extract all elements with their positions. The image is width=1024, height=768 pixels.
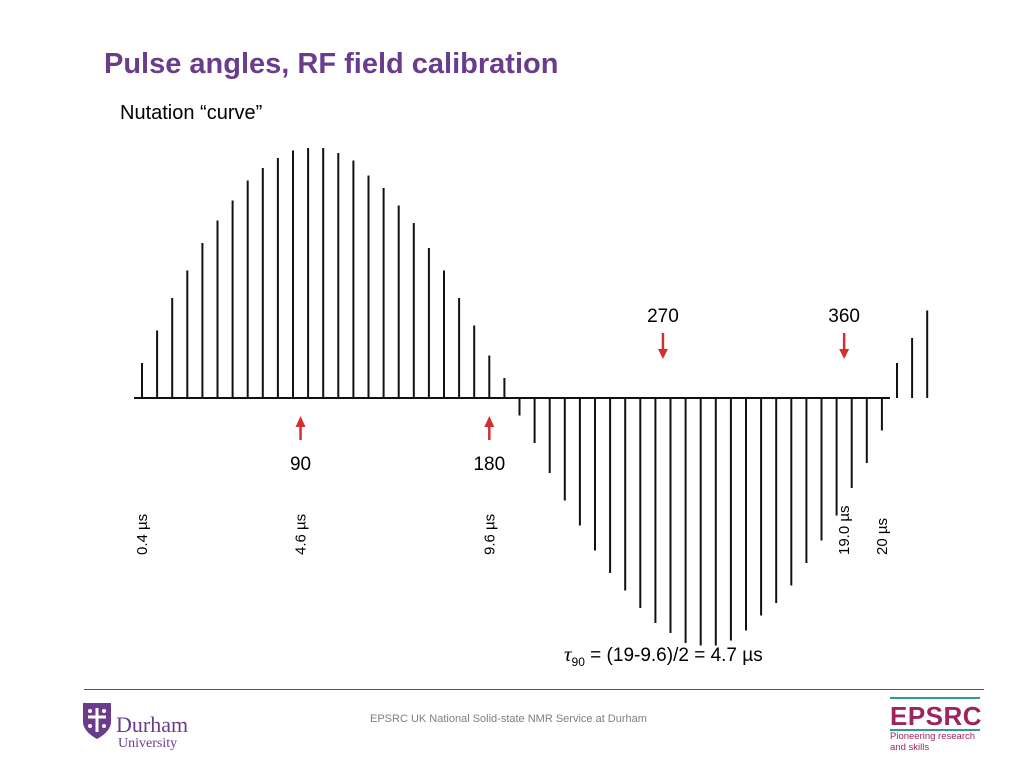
x-tick-label: 0.4 µs xyxy=(134,514,151,555)
pulse-angle-label: 360 xyxy=(828,306,860,327)
x-tick-label: 19.0 µs xyxy=(836,505,853,555)
footer-text: EPSRC UK National Solid-state NMR Servic… xyxy=(370,713,647,725)
formula-expression: = (19-9.6)/2 = 4.7 µs xyxy=(584,645,763,666)
tau90-formula: τ90 = (19-9.6)/2 = 4.7 µs xyxy=(564,642,763,669)
arrow-up-icon xyxy=(295,416,306,427)
slide-title: Pulse angles, RF field calibration xyxy=(104,48,559,80)
slide-subtitle: Nutation “curve” xyxy=(120,102,263,124)
x-tick-label: 9.6 µs xyxy=(481,514,498,555)
epsrc-tagline-1: Pioneering research xyxy=(890,731,976,742)
arrow-down-icon xyxy=(657,349,668,359)
arrow-down-icon xyxy=(839,349,850,359)
tau-subscript: 90 xyxy=(571,654,585,669)
epsrc-logo: EPSRC Pioneering research and skills xyxy=(890,697,990,757)
durham-wordmark: Durham xyxy=(116,712,189,737)
pulse-angle-label: 180 xyxy=(473,454,505,475)
x-tick-label: 4.6 µs xyxy=(293,514,310,555)
epsrc-tagline-2: and skills xyxy=(890,742,930,753)
pulse-angle-label: 90 xyxy=(290,454,311,475)
footer-divider xyxy=(84,689,984,690)
epsrc-top-rule xyxy=(890,697,980,699)
epsrc-bottom-rule xyxy=(890,729,980,731)
x-tick-label: 20 µs xyxy=(874,518,891,555)
pulse-angle-label: 270 xyxy=(647,306,679,327)
arrow-up-icon xyxy=(484,416,495,427)
durham-shield-icon xyxy=(83,703,111,739)
epsrc-wordmark: EPSRC xyxy=(890,701,983,731)
durham-subtitle: University xyxy=(118,736,178,751)
durham-university-logo: Durham University xyxy=(82,700,212,756)
tau-symbol: τ xyxy=(564,642,572,666)
epsrc-tagline: Pioneering research and skills xyxy=(890,731,990,753)
